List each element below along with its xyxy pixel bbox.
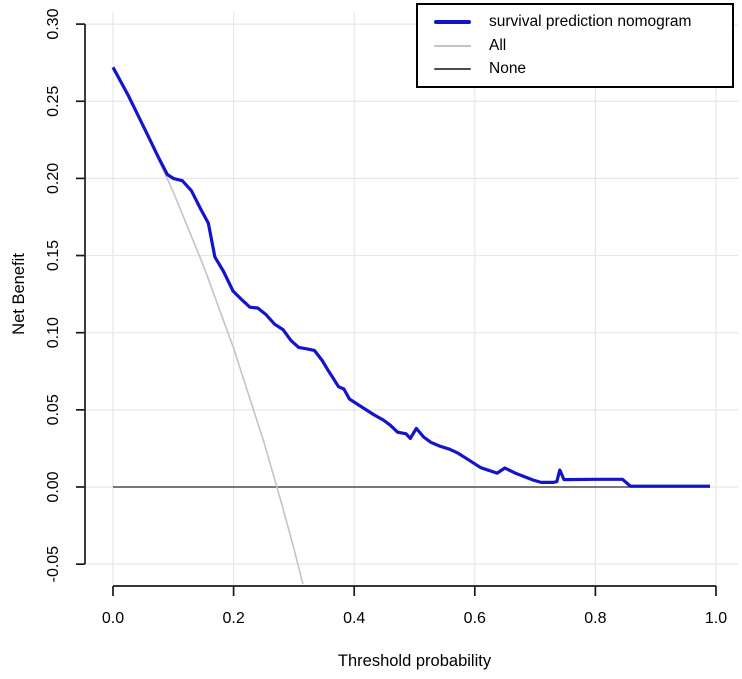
legend-item-nomogram: survival prediction nomogram — [418, 10, 732, 34]
x-tick-label: 1.0 — [705, 610, 727, 627]
y-tick-label: 0.00 — [45, 471, 62, 502]
x-axis-title: Threshold probability — [338, 652, 492, 670]
legend-item-all: All — [418, 34, 732, 58]
y-tick-label: 0.20 — [45, 163, 62, 194]
legend-item-none: None — [418, 57, 732, 81]
legend: survival prediction nomogram All None — [416, 3, 734, 88]
y-tick-label: -0.05 — [45, 546, 62, 583]
x-tick-label: 0.8 — [584, 610, 606, 627]
y-tick-label: 0.30 — [45, 8, 62, 39]
x-tick-label: 0.6 — [464, 610, 486, 627]
nomogram-line-sample — [434, 19, 471, 24]
x-tick-label: 0.2 — [222, 610, 244, 627]
y-tick-label: 0.15 — [45, 240, 62, 271]
y-axis-title: Net Benefit — [10, 253, 28, 335]
legend-label-all: All — [489, 36, 507, 54]
none-line-sample — [434, 68, 471, 71]
y-tick-label: 0.25 — [45, 86, 62, 117]
all-line-sample — [434, 44, 471, 47]
nomogram-line — [111, 66, 710, 488]
legend-label-none: None — [489, 60, 527, 78]
x-tick-label: 0.4 — [343, 610, 365, 627]
legend-label-nomogram: survival prediction nomogram — [489, 12, 692, 30]
x-tick-label: 0.0 — [102, 610, 124, 627]
y-tick-label: 0.10 — [45, 317, 62, 348]
y-tick-label: 0.05 — [45, 394, 62, 425]
